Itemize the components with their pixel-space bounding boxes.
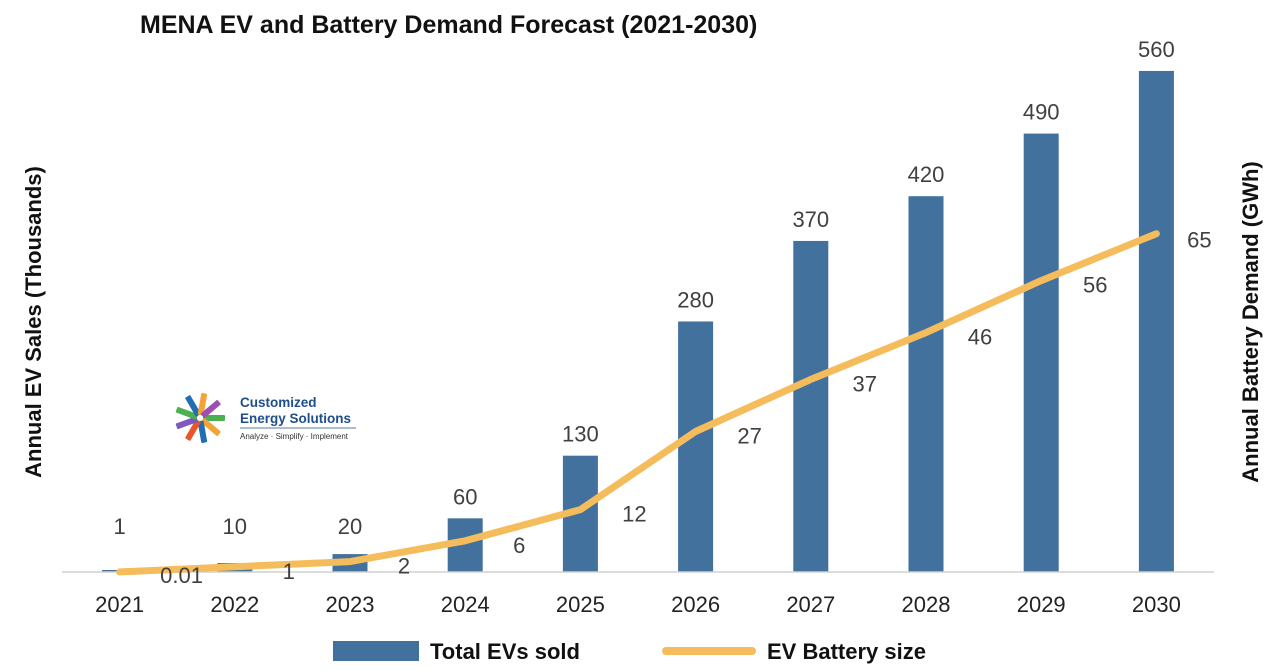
bar-2030	[1138, 70, 1174, 573]
line-label-2024: 6	[513, 533, 525, 558]
x-tick-2029: 2029	[1017, 592, 1066, 617]
bar-label-2029: 490	[1023, 100, 1060, 125]
line-label-2029: 56	[1083, 273, 1107, 298]
line-label-2028: 46	[968, 325, 992, 350]
line-label-2023: 2	[398, 554, 410, 579]
logo-text-line2: Energy Solutions	[240, 411, 351, 426]
bar-label-2028: 420	[908, 162, 945, 187]
legend-label-battery: EV Battery size	[767, 639, 926, 664]
x-axis-ticks: 2021 2022 2023 2024 2025 2026 2027 2028 2029 2030	[95, 592, 1181, 617]
bar-label-2024: 60	[453, 484, 477, 509]
logo-tagline: Analyze · Simplify · Implement	[240, 432, 349, 441]
line-label-2025: 12	[622, 502, 646, 527]
bar-label-2026: 280	[677, 287, 714, 312]
y-axis-title: Annual EV Sales (Thousands)	[21, 166, 46, 478]
logo-burst-icon	[175, 393, 225, 443]
bar-label-2027: 370	[792, 207, 829, 232]
x-tick-2023: 2023	[326, 592, 375, 617]
line-label-2021: 0.01	[160, 563, 203, 588]
battery-demand-line	[116, 230, 1160, 576]
line-series	[116, 230, 1160, 576]
line-label-2026: 27	[737, 423, 761, 448]
line-label-2030: 65	[1187, 228, 1211, 253]
legend: Total EVs sold EV Battery size	[333, 639, 926, 664]
line-label-2027: 37	[853, 371, 877, 396]
bar-label-2023: 20	[338, 514, 362, 539]
x-tick-2027: 2027	[786, 592, 835, 617]
x-tick-2026: 2026	[671, 592, 720, 617]
bar-label-2025: 130	[562, 422, 599, 447]
bar-2026	[678, 321, 714, 572]
company-logo: Customized Energy Solutions Analyze · Si…	[175, 393, 356, 443]
x-tick-2028: 2028	[902, 592, 951, 617]
bar-series	[102, 70, 1174, 573]
legend-swatch-evs	[333, 641, 419, 661]
bar-2028	[908, 196, 944, 573]
x-tick-2024: 2024	[441, 592, 490, 617]
x-tick-2021: 2021	[95, 592, 144, 617]
bar-2029	[1023, 133, 1059, 572]
x-tick-2030: 2030	[1132, 592, 1181, 617]
line-label-2022: 1	[283, 559, 295, 584]
y2-axis-title: Annual Battery Demand (GWh)	[1238, 161, 1263, 482]
chart-title: MENA EV and Battery Demand Forecast (202…	[140, 11, 757, 39]
bar-2027	[793, 240, 829, 572]
logo-text-line1: Customized	[240, 395, 317, 410]
x-tick-2025: 2025	[556, 592, 605, 617]
x-tick-2022: 2022	[210, 592, 259, 617]
bar-label-2022: 10	[223, 514, 247, 539]
bar-label-2021: 1	[113, 514, 125, 539]
bar-label-2030: 560	[1138, 37, 1175, 62]
legend-label-evs: Total EVs sold	[430, 639, 580, 664]
